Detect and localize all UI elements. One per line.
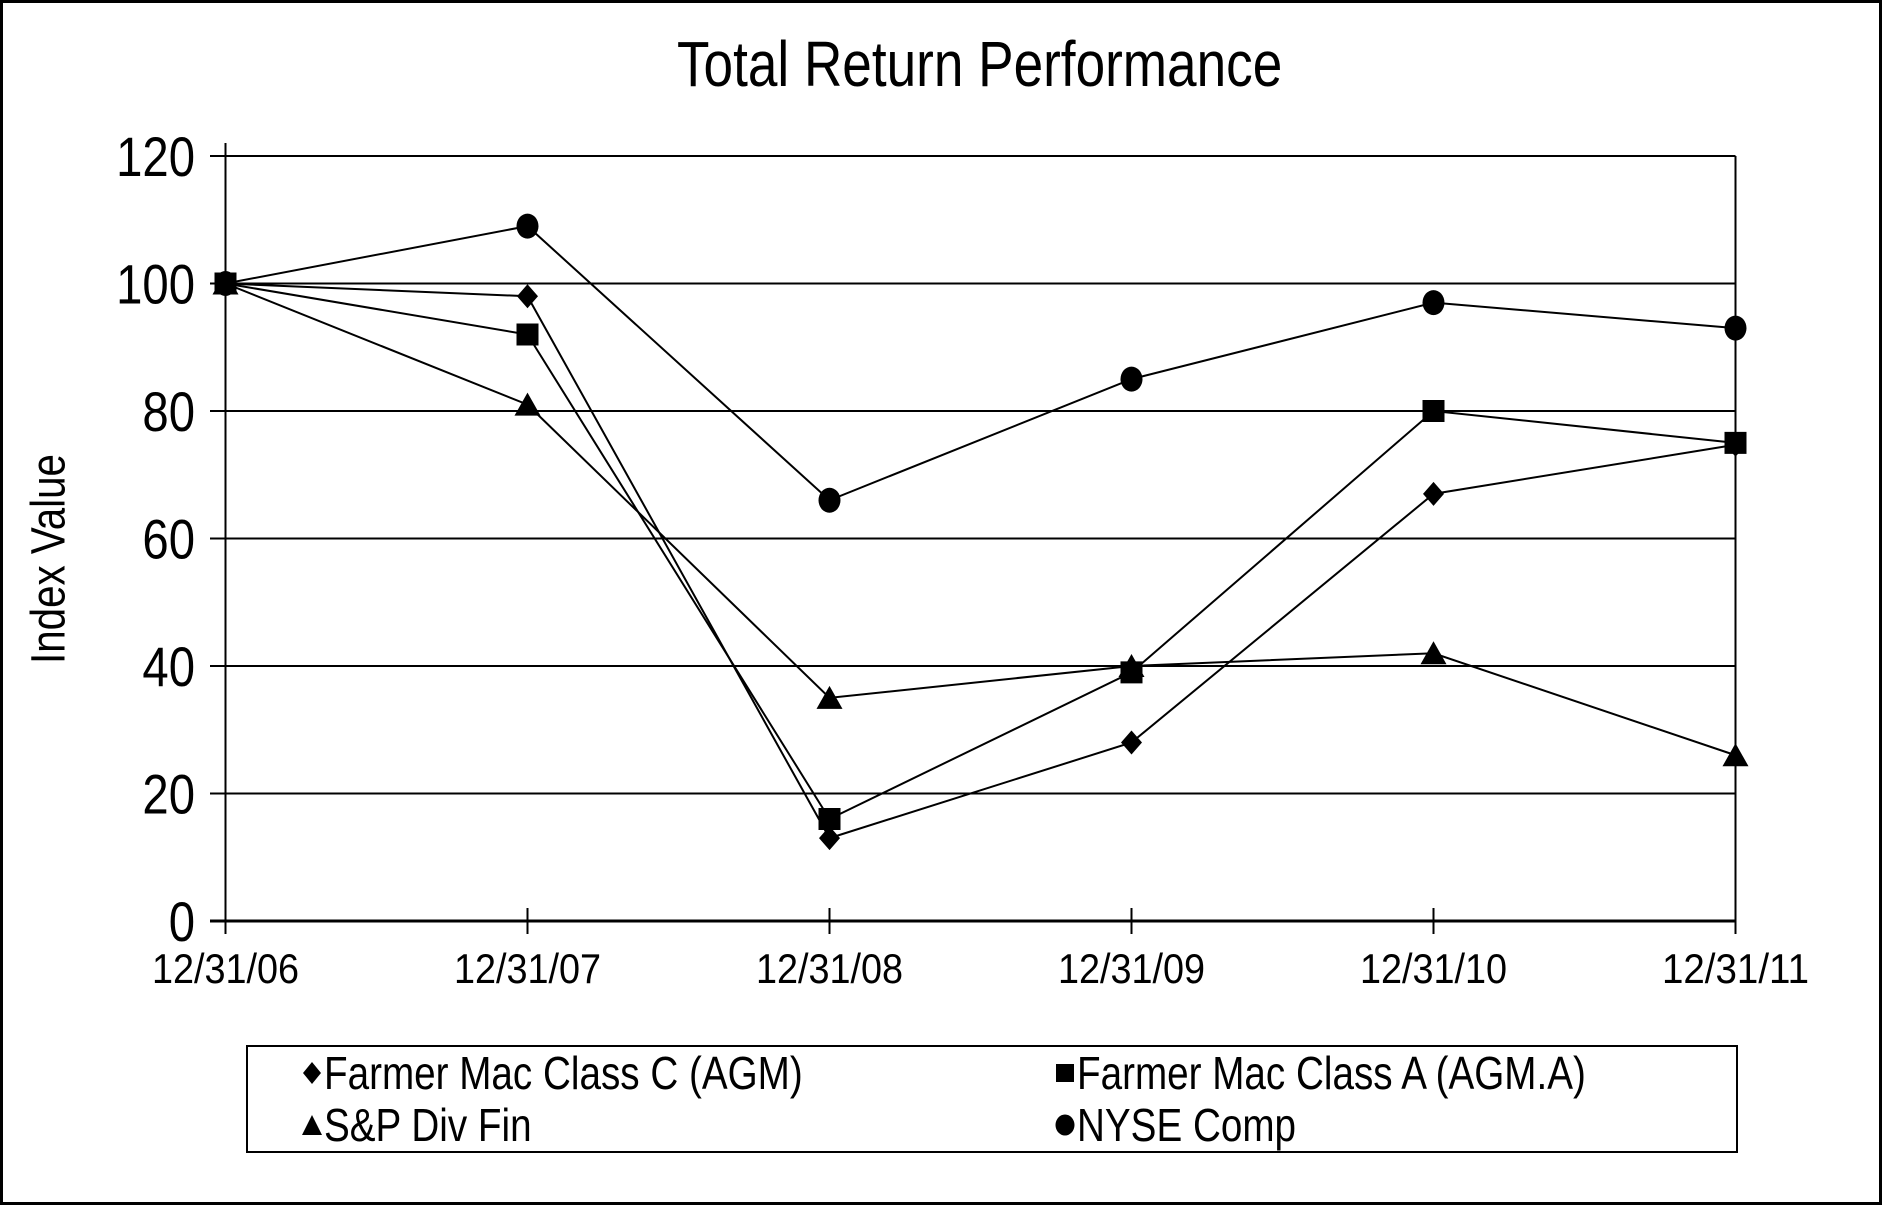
circle-marker-icon xyxy=(1055,1114,1075,1136)
triangle-marker-icon xyxy=(302,1115,322,1135)
legend-label: Farmer Mac Class A (AGM.A) xyxy=(1077,1047,1586,1099)
square-marker-icon xyxy=(1056,1064,1074,1082)
chart-title-text: Total Return Performance xyxy=(677,28,1283,100)
y-tick-labels: 0 20 40 60 80 100 120 xyxy=(116,125,195,953)
svg-text:20: 20 xyxy=(142,763,195,826)
legend-label: Farmer Mac Class C (AGM) xyxy=(324,1047,803,1099)
legend-item-class-c: Farmer Mac Class C (AGM) xyxy=(248,1047,1053,1099)
legend-item-class-a: Farmer Mac Class A (AGM.A) xyxy=(1053,1047,1736,1099)
legend-label: NYSE Comp xyxy=(1077,1099,1297,1151)
legend-label: S&P Div Fin xyxy=(324,1099,532,1151)
legend-item-sp-div-fin: S&P Div Fin xyxy=(248,1099,1053,1151)
diamond-marker-icon xyxy=(303,1062,321,1084)
svg-text:12/31/08: 12/31/08 xyxy=(756,945,903,992)
svg-text:12/31/06: 12/31/06 xyxy=(152,945,299,992)
series-circle xyxy=(214,213,1747,513)
svg-text:12/31/11: 12/31/11 xyxy=(1662,945,1809,992)
svg-text:12/31/07: 12/31/07 xyxy=(454,945,601,992)
svg-text:60: 60 xyxy=(142,508,195,571)
series-square xyxy=(214,272,1747,830)
svg-text:120: 120 xyxy=(116,125,195,188)
svg-text:80: 80 xyxy=(142,380,195,443)
legend: Farmer Mac Class C (AGM) Farmer Mac Clas… xyxy=(246,1045,1738,1153)
legend-item-nyse-comp: NYSE Comp xyxy=(1053,1099,1736,1151)
x-tick-labels: 12/31/06 12/31/07 12/31/08 12/31/09 12/31/10… xyxy=(152,945,1809,992)
svg-text:100: 100 xyxy=(116,253,195,316)
gridlines xyxy=(210,155,1736,923)
svg-text:12/31/10: 12/31/10 xyxy=(1360,945,1507,992)
svg-text:40: 40 xyxy=(142,635,195,698)
svg-text:0: 0 xyxy=(169,890,195,953)
chart-title: Total Return Performance xyxy=(225,27,1735,101)
series-diamond xyxy=(215,271,1746,851)
svg-text:12/31/09: 12/31/09 xyxy=(1058,945,1205,992)
series-triangle xyxy=(212,271,1749,767)
